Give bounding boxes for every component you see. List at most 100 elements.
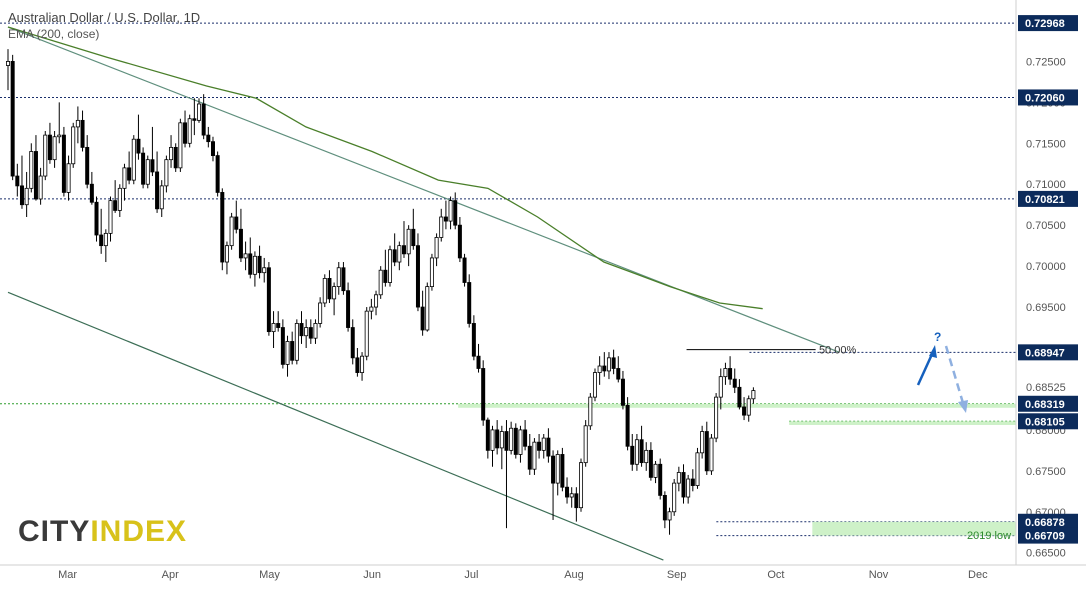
candle bbox=[94, 196, 99, 242]
candle bbox=[579, 458, 584, 512]
arrow-down bbox=[944, 345, 965, 404]
candle-body bbox=[350, 327, 355, 359]
candle-body bbox=[606, 357, 611, 372]
candle bbox=[364, 307, 369, 361]
support-zone-0.68319 bbox=[458, 403, 1016, 408]
price-tick-label: 0.72500 bbox=[1026, 56, 1066, 68]
candle bbox=[742, 397, 747, 421]
candle bbox=[197, 98, 202, 123]
time-axis: Mar Apr May Jun Jul Aug Sep Oct Nov Dec bbox=[0, 564, 1086, 581]
candle bbox=[388, 245, 393, 287]
trendlines bbox=[7, 26, 840, 561]
candle bbox=[66, 155, 71, 201]
candle-body bbox=[397, 245, 402, 263]
candle bbox=[280, 319, 285, 369]
level-label: 0.72060 bbox=[1025, 92, 1065, 104]
candle-body bbox=[332, 286, 337, 300]
level-label-bg bbox=[1018, 527, 1078, 544]
level-label: 0.68947 bbox=[1025, 347, 1065, 359]
candle bbox=[606, 352, 611, 380]
candle bbox=[113, 180, 118, 213]
candle bbox=[681, 464, 686, 504]
candle bbox=[24, 171, 29, 217]
candle-body bbox=[686, 478, 691, 498]
candle-body bbox=[173, 146, 178, 169]
candle bbox=[406, 225, 411, 267]
candle bbox=[644, 442, 649, 471]
candle-body bbox=[625, 404, 630, 447]
candle-body bbox=[304, 327, 309, 337]
candle-body bbox=[676, 472, 681, 484]
candle-body bbox=[700, 431, 705, 454]
candle bbox=[639, 425, 644, 467]
time-tick-label: Aug bbox=[564, 569, 584, 581]
candle bbox=[355, 348, 360, 377]
candle-body bbox=[290, 341, 295, 361]
candle bbox=[462, 253, 467, 287]
candle-body bbox=[75, 119, 80, 128]
candle bbox=[19, 155, 24, 209]
candle-body bbox=[341, 267, 346, 292]
candle-body bbox=[504, 431, 509, 451]
candle-body bbox=[434, 237, 439, 259]
time-tick-label: Oct bbox=[767, 569, 784, 581]
chart-title: Australian Dollar / U.S. Dollar, 1D bbox=[8, 10, 201, 25]
candle bbox=[332, 282, 337, 316]
candle-body bbox=[499, 431, 504, 449]
candle-body bbox=[695, 452, 700, 486]
candle-body bbox=[574, 493, 579, 509]
candle-body bbox=[276, 323, 281, 328]
level-label-bg bbox=[1018, 190, 1078, 207]
candle-body bbox=[588, 396, 593, 427]
candle-body bbox=[644, 449, 649, 464]
candle-body bbox=[746, 398, 751, 416]
candle-body bbox=[47, 134, 52, 161]
candle bbox=[653, 461, 658, 484]
candle-body bbox=[178, 122, 183, 169]
candle bbox=[392, 233, 397, 267]
candle-body bbox=[224, 245, 229, 263]
candle-body bbox=[19, 185, 24, 206]
candle bbox=[350, 319, 355, 365]
candle-body bbox=[513, 427, 518, 455]
candle bbox=[383, 249, 388, 287]
candle-body bbox=[527, 445, 532, 470]
candle bbox=[313, 319, 318, 344]
level-label: 0.68105 bbox=[1025, 416, 1065, 428]
candle bbox=[448, 196, 453, 230]
candle bbox=[574, 487, 579, 522]
price-tick-label: 0.70000 bbox=[1026, 261, 1066, 273]
candle-body bbox=[518, 429, 523, 455]
candle-body bbox=[658, 463, 663, 496]
candle-body bbox=[369, 306, 374, 312]
candle-body bbox=[113, 200, 118, 211]
candle bbox=[425, 282, 430, 332]
candle bbox=[620, 370, 625, 410]
logo-part-index: INDEX bbox=[90, 515, 188, 548]
support-zone-0.68105 bbox=[789, 421, 1016, 425]
candle bbox=[616, 356, 621, 383]
candle bbox=[378, 266, 383, 299]
candle-body bbox=[560, 454, 565, 488]
candle-body bbox=[346, 290, 351, 328]
candle bbox=[662, 491, 667, 529]
candle-body bbox=[71, 126, 76, 165]
candle bbox=[346, 282, 351, 332]
candle bbox=[271, 311, 276, 349]
candle-body bbox=[99, 234, 104, 247]
candle bbox=[169, 135, 174, 168]
price-tick-label: 0.71500 bbox=[1026, 138, 1066, 150]
candle-body bbox=[215, 155, 220, 193]
candle-body bbox=[248, 253, 253, 275]
candle bbox=[523, 420, 528, 451]
candle bbox=[457, 216, 462, 263]
candle bbox=[411, 208, 416, 250]
candle bbox=[583, 420, 588, 467]
candle-body bbox=[392, 249, 397, 263]
candle bbox=[136, 114, 141, 160]
candle-body bbox=[308, 327, 313, 339]
candle bbox=[308, 319, 313, 344]
candle-body bbox=[611, 357, 616, 369]
candle-body bbox=[457, 224, 462, 259]
